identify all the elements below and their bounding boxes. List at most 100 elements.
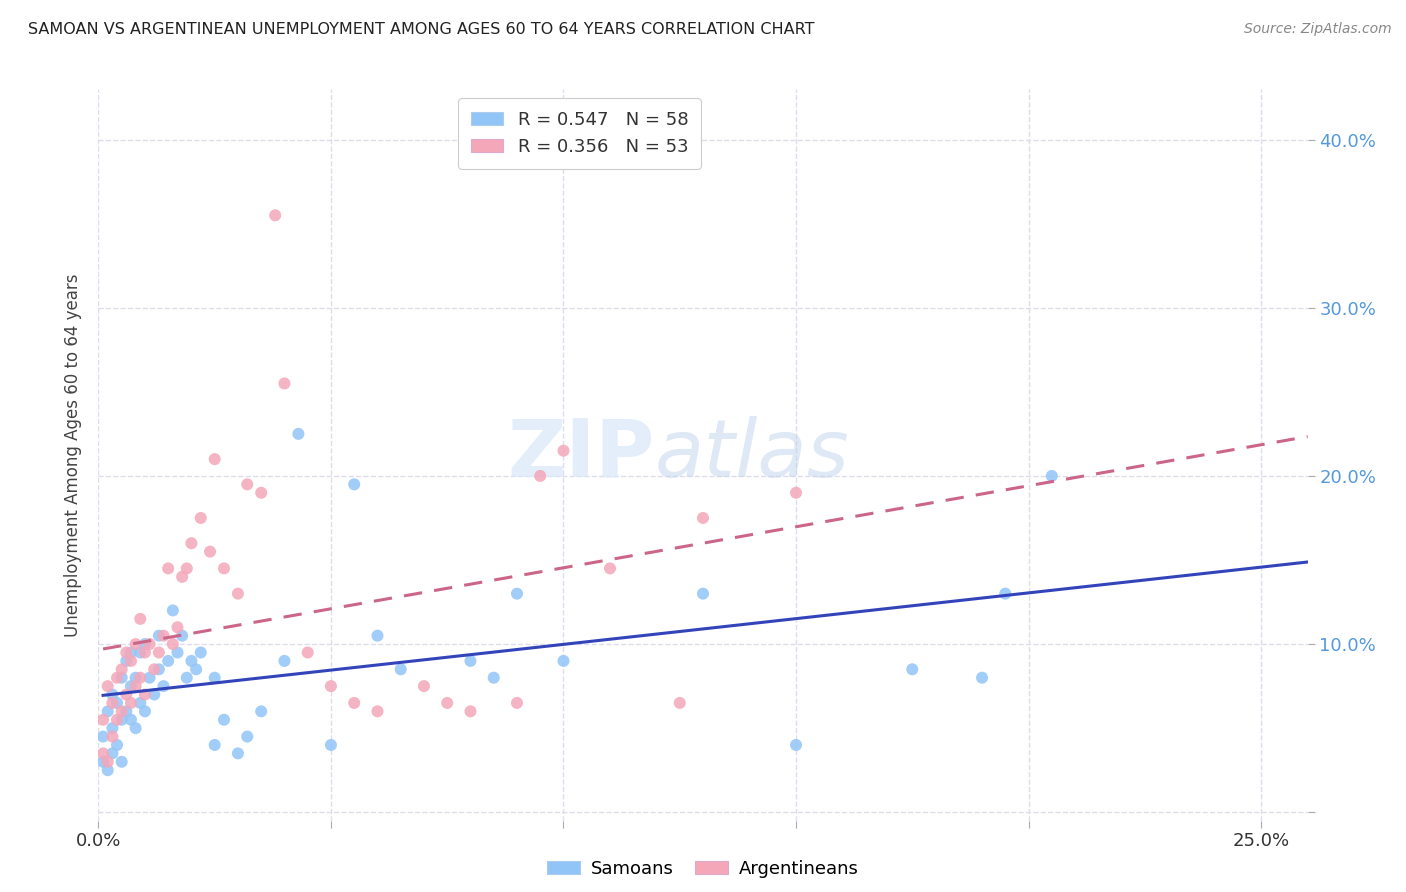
Point <box>785 738 807 752</box>
Point <box>343 696 366 710</box>
Point <box>120 696 142 710</box>
Point <box>105 738 128 752</box>
Point <box>901 662 924 676</box>
Point <box>148 662 170 676</box>
Point <box>111 662 134 676</box>
Point <box>120 654 142 668</box>
Point <box>970 671 993 685</box>
Point <box>101 696 124 710</box>
Point <box>111 713 134 727</box>
Point <box>134 637 156 651</box>
Point <box>134 645 156 659</box>
Point <box>101 721 124 735</box>
Point <box>668 696 690 710</box>
Text: SAMOAN VS ARGENTINEAN UNEMPLOYMENT AMONG AGES 60 TO 64 YEARS CORRELATION CHART: SAMOAN VS ARGENTINEAN UNEMPLOYMENT AMONG… <box>28 22 814 37</box>
Point <box>236 730 259 744</box>
Point <box>97 704 120 718</box>
Point <box>343 477 366 491</box>
Point <box>264 208 287 222</box>
Point <box>506 696 529 710</box>
Text: Source: ZipAtlas.com: Source: ZipAtlas.com <box>1244 22 1392 37</box>
Point <box>180 536 202 550</box>
Point <box>212 713 235 727</box>
Point <box>190 511 212 525</box>
Point <box>599 561 621 575</box>
Point <box>287 426 309 441</box>
Point <box>180 654 202 668</box>
Point <box>157 654 180 668</box>
Point <box>115 654 138 668</box>
Point <box>413 679 436 693</box>
Point <box>176 671 198 685</box>
Point <box>250 485 273 500</box>
Point <box>129 645 152 659</box>
Point <box>120 713 142 727</box>
Point <box>101 747 124 761</box>
Point <box>134 704 156 718</box>
Y-axis label: Unemployment Among Ages 60 to 64 years: Unemployment Among Ages 60 to 64 years <box>63 273 82 637</box>
Point <box>236 477 259 491</box>
Point <box>319 738 342 752</box>
Point <box>120 679 142 693</box>
Point <box>692 587 714 601</box>
Point <box>97 755 120 769</box>
Point <box>143 688 166 702</box>
Point <box>190 645 212 659</box>
Point <box>115 688 138 702</box>
Point <box>273 654 295 668</box>
Point <box>553 654 575 668</box>
Point <box>101 730 124 744</box>
Point <box>319 679 342 693</box>
Point <box>204 738 226 752</box>
Point <box>134 688 156 702</box>
Point <box>198 544 221 558</box>
Point <box>297 645 319 659</box>
Point <box>148 645 170 659</box>
Point <box>129 612 152 626</box>
Point <box>226 747 249 761</box>
Point <box>166 620 188 634</box>
Point <box>91 747 114 761</box>
Point <box>184 662 207 676</box>
Point <box>273 376 295 391</box>
Point <box>120 645 142 659</box>
Point <box>148 629 170 643</box>
Point <box>436 696 458 710</box>
Point <box>111 755 134 769</box>
Point <box>97 679 120 693</box>
Point <box>162 603 184 617</box>
Point <box>138 671 160 685</box>
Text: ZIP: ZIP <box>508 416 655 494</box>
Point <box>212 561 235 575</box>
Point <box>91 713 114 727</box>
Point <box>389 662 412 676</box>
Point <box>172 629 194 643</box>
Point <box>785 485 807 500</box>
Point <box>460 654 482 668</box>
Point <box>460 704 482 718</box>
Point <box>138 637 160 651</box>
Point <box>162 637 184 651</box>
Point <box>115 645 138 659</box>
Text: atlas: atlas <box>655 416 849 494</box>
Point <box>105 713 128 727</box>
Point <box>124 637 146 651</box>
Point <box>529 469 551 483</box>
Point <box>124 679 146 693</box>
Point <box>176 561 198 575</box>
Point <box>152 629 174 643</box>
Point <box>166 645 188 659</box>
Point <box>115 704 138 718</box>
Point <box>105 671 128 685</box>
Point <box>204 452 226 467</box>
Point <box>97 763 120 777</box>
Point <box>692 511 714 525</box>
Point <box>101 688 124 702</box>
Point <box>482 671 505 685</box>
Point <box>152 679 174 693</box>
Point <box>111 671 134 685</box>
Point <box>91 755 114 769</box>
Point <box>366 704 388 718</box>
Point <box>129 696 152 710</box>
Point <box>124 721 146 735</box>
